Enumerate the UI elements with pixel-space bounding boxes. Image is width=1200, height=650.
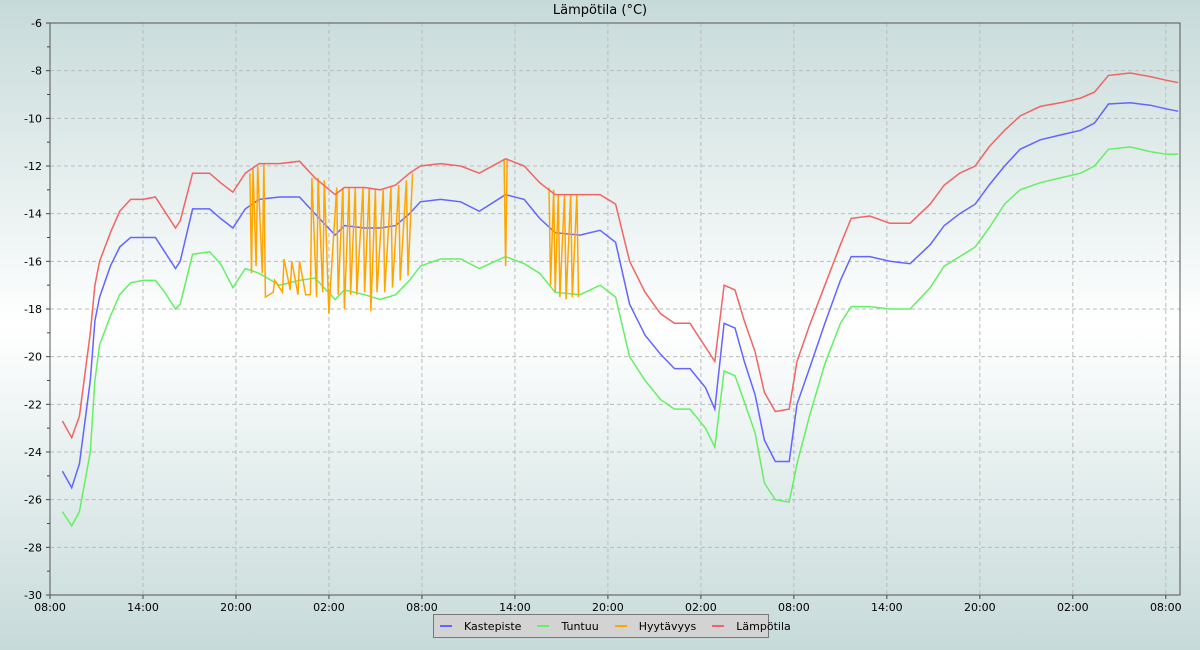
y-tick-label: -30 <box>24 589 42 602</box>
y-tick-label: -12 <box>24 160 42 173</box>
x-tick-label: 20:00 <box>592 601 624 614</box>
y-tick-label: -6 <box>31 17 42 30</box>
series-tuntuu-line <box>61 146 1179 528</box>
x-tick-label: 08:00 <box>406 601 438 614</box>
x-tick-label: 14:00 <box>499 601 531 614</box>
legend: Kastepiste Tuntuu Hyytävyys Lämpötila <box>433 614 791 638</box>
legend-swatch <box>614 625 627 627</box>
y-tick-label: -10 <box>24 112 42 125</box>
y-tick-label: -28 <box>24 541 42 554</box>
x-tick-label: 14:00 <box>871 601 903 614</box>
x-tick-label: 08:00 <box>1150 601 1182 614</box>
legend-item-tuntuu: Tuntuu <box>537 619 599 633</box>
x-tick-label: 20:00 <box>220 601 252 614</box>
y-tick-label: -8 <box>31 65 42 78</box>
x-tick-label: 02:00 <box>685 601 717 614</box>
y-tick-label: -14 <box>24 208 42 221</box>
chart-title: Lämpötila (°C) <box>552 3 648 18</box>
y-tick-label: -18 <box>24 303 42 316</box>
legend-swatch <box>712 625 725 627</box>
x-tick-label: 20:00 <box>964 601 996 614</box>
legend-item-kastepiste: Kastepiste <box>440 620 521 633</box>
x-tick-label: 02:00 <box>313 601 345 614</box>
series-kastepiste-line <box>61 102 1179 490</box>
y-tick-label: -26 <box>24 494 42 507</box>
plot-area-border <box>49 22 1181 596</box>
y-tick-label: -20 <box>24 351 42 364</box>
series-hyytvyys-line <box>249 163 414 314</box>
legend-swatch <box>440 625 452 627</box>
legend-label: Tuntuu <box>561 619 599 633</box>
legend-item-hyytavyys: Hyytävyys <box>614 619 697 633</box>
x-tick-label: 02:00 <box>1057 601 1089 614</box>
y-tick-label: -22 <box>24 398 42 411</box>
legend-swatch <box>537 625 550 627</box>
legend-label: Kastepiste <box>464 619 522 633</box>
legend-item-lampotila: Lämpötila <box>712 619 791 633</box>
series-hyytvyys-line <box>503 158 508 267</box>
series-hyytvyys-line <box>548 187 580 300</box>
legend-label: Lämpötila <box>736 619 791 633</box>
y-tick-label: -24 <box>24 446 42 459</box>
series-lmptila-line <box>61 72 1179 440</box>
y-tick-label: -16 <box>24 255 42 268</box>
legend-label: Hyytävyys <box>638 619 697 633</box>
x-tick-label: 08:00 <box>778 601 810 614</box>
x-tick-label: 08:00 <box>34 601 66 614</box>
x-tick-label: 14:00 <box>127 601 159 614</box>
